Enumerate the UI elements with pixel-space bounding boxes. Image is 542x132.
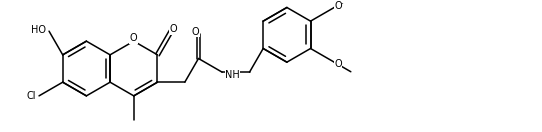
Text: NH: NH — [225, 70, 240, 80]
Text: O: O — [192, 27, 199, 37]
Text: O: O — [130, 33, 138, 43]
Text: O: O — [334, 1, 342, 11]
Text: Cl: Cl — [27, 91, 36, 101]
Text: HO: HO — [31, 25, 46, 35]
Text: O: O — [334, 59, 342, 69]
Text: O: O — [169, 24, 177, 34]
